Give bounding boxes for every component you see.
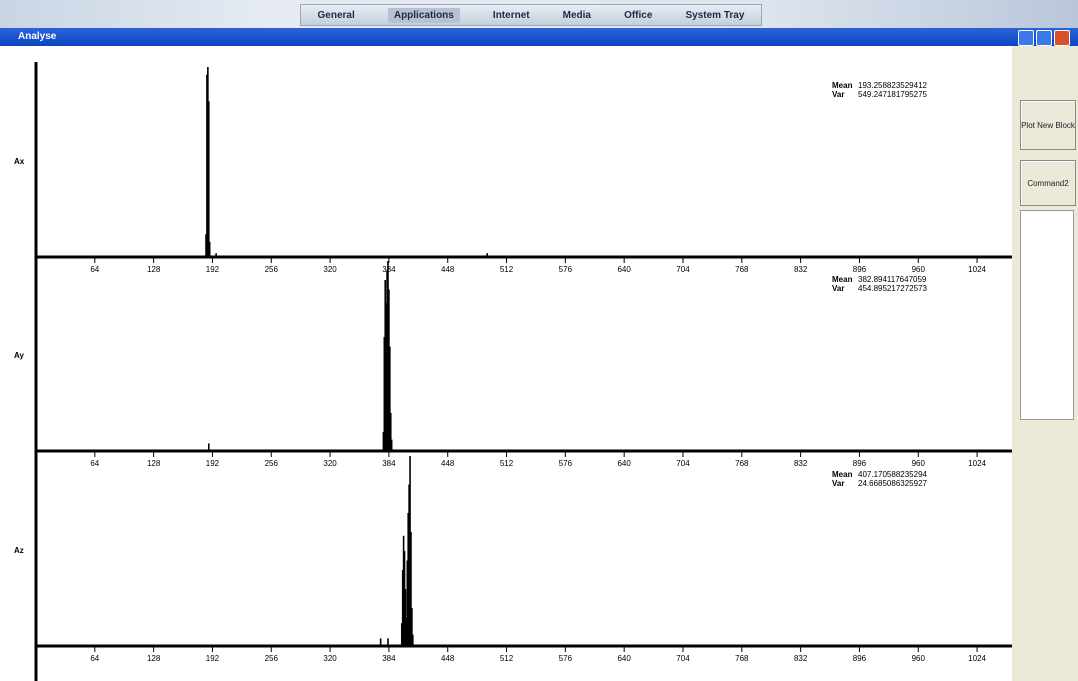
x-tick-label: 128 <box>147 459 161 468</box>
minimize-button[interactable] <box>1018 30 1034 46</box>
x-tick-label: 320 <box>323 459 337 468</box>
tab[interactable]: Applications <box>388 8 460 23</box>
tab[interactable]: Media <box>563 10 591 21</box>
x-tick-label: 576 <box>559 654 573 663</box>
x-tick-label: 1024 <box>968 654 986 663</box>
x-tick-label: 512 <box>500 654 514 663</box>
x-tick-label: 640 <box>617 265 631 274</box>
x-tick-label: 256 <box>265 265 279 274</box>
x-tick-label: 576 <box>559 265 573 274</box>
x-tick-label: 960 <box>912 265 926 274</box>
plot-new-block-button[interactable]: Plot New Block <box>1020 100 1076 150</box>
stat-label: Var <box>832 479 844 488</box>
stat-value: 407.170588235294 <box>858 470 928 479</box>
x-tick-label: 832 <box>794 654 808 663</box>
stat-value: 24.6685086325927 <box>858 479 928 488</box>
x-tick-label: 1024 <box>968 265 986 274</box>
histogram-bar <box>486 253 488 257</box>
x-tick-label: 384 <box>382 265 396 274</box>
histogram-bar <box>380 638 382 646</box>
x-tick-label: 384 <box>382 654 396 663</box>
x-tick-label: 704 <box>676 265 690 274</box>
histogram-bar <box>215 253 217 257</box>
histogram-bar <box>387 638 389 646</box>
list-box[interactable] <box>1020 210 1074 420</box>
maximize-button[interactable] <box>1036 30 1052 46</box>
x-tick-label: 768 <box>735 654 749 663</box>
x-tick-label: 704 <box>676 654 690 663</box>
title-bar: Analyse <box>0 28 1078 46</box>
x-tick-label: 832 <box>794 265 808 274</box>
x-tick-label: 128 <box>147 654 161 663</box>
x-tick-label: 640 <box>617 459 631 468</box>
histogram-bar <box>208 443 210 451</box>
x-tick-label: 704 <box>676 459 690 468</box>
x-tick-label: 832 <box>794 459 808 468</box>
y-axis-label: Ax <box>14 157 25 166</box>
tab[interactable]: General <box>318 10 355 21</box>
x-tick-label: 896 <box>853 654 867 663</box>
stat-value: 454.895217272573 <box>858 284 928 293</box>
x-tick-label: 128 <box>147 265 161 274</box>
taskbar: General Applications Internet Media Office Sy… <box>0 0 1078 28</box>
stat-label: Mean <box>832 81 853 90</box>
x-tick-label: 512 <box>500 265 514 274</box>
x-tick-label: 448 <box>441 654 455 663</box>
stat-label: Var <box>832 284 844 293</box>
tab-strip: General Applications Internet Media Office Sy… <box>300 4 762 26</box>
stat-value: 193.258823529412 <box>858 81 928 90</box>
x-tick-label: 64 <box>90 654 99 663</box>
stat-label: Var <box>832 90 844 99</box>
x-tick-label: 960 <box>912 459 926 468</box>
stat-value: 382.894117647059 <box>858 275 927 284</box>
x-tick-label: 256 <box>265 459 279 468</box>
y-axis-label: Az <box>14 546 24 555</box>
tab[interactable]: Office <box>624 10 652 21</box>
window-title: Analyse <box>18 28 56 46</box>
tab[interactable]: Internet <box>493 10 530 21</box>
x-tick-label: 512 <box>500 459 514 468</box>
x-tick-label: 896 <box>853 265 867 274</box>
x-tick-label: 192 <box>206 459 220 468</box>
command2-button[interactable]: Command2 <box>1020 160 1076 206</box>
x-tick-label: 320 <box>323 265 337 274</box>
x-tick-label: 640 <box>617 654 631 663</box>
stat-value: 549.247181795275 <box>858 90 928 99</box>
x-tick-label: 320 <box>323 654 337 663</box>
close-button[interactable] <box>1054 30 1070 46</box>
stat-label: Mean <box>832 470 853 479</box>
x-tick-label: 448 <box>441 459 455 468</box>
x-tick-label: 64 <box>90 459 99 468</box>
x-tick-label: 1024 <box>968 459 986 468</box>
plot-area: Ax 64 128 192 256 320 384 448 512 576 640 704 768 832… <box>0 46 1012 681</box>
x-tick-label: 768 <box>735 459 749 468</box>
x-tick-label: 576 <box>559 459 573 468</box>
x-tick-label: 896 <box>853 459 867 468</box>
tab[interactable]: System Tray <box>685 10 744 21</box>
stat-label: Mean <box>832 275 853 284</box>
screen: General Applications Internet Media Office Sy… <box>0 0 1078 681</box>
x-tick-label: 64 <box>90 265 99 274</box>
x-tick-label: 768 <box>735 265 749 274</box>
x-tick-label: 384 <box>382 459 396 468</box>
histogram-bar <box>412 635 414 646</box>
x-tick-label: 256 <box>265 654 279 663</box>
histogram-bar <box>208 101 210 257</box>
x-tick-label: 192 <box>206 265 220 274</box>
x-tick-label: 448 <box>441 265 455 274</box>
histogram-bar <box>391 440 393 451</box>
histogram-bar <box>209 242 211 257</box>
x-tick-label: 960 <box>912 654 926 663</box>
x-tick-label: 192 <box>206 654 220 663</box>
y-axis-label: Ay <box>14 351 24 360</box>
